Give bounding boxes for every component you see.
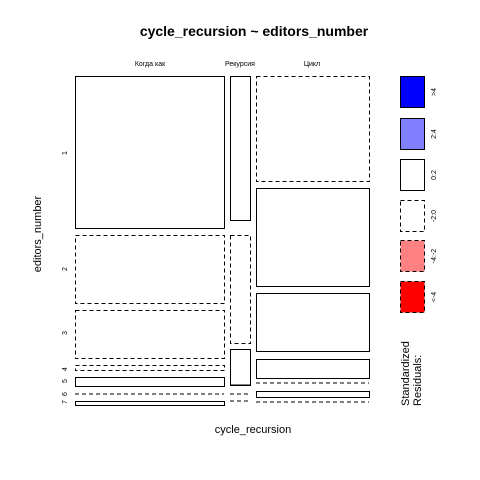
legend-swatch bbox=[400, 76, 425, 108]
legend-label: 2:4 bbox=[431, 129, 438, 139]
legend-title: Standardized Residuals: bbox=[400, 341, 424, 406]
row-label: 2 bbox=[62, 267, 69, 271]
row-tick-labels: 1 2 3 4 5 6 7 bbox=[62, 151, 69, 404]
legend-title-line: Standardized bbox=[400, 341, 412, 406]
mosaic-cell bbox=[230, 349, 251, 386]
column-label: Когда как bbox=[135, 61, 166, 68]
legend-swatch bbox=[400, 118, 425, 150]
mosaic-cell bbox=[75, 76, 225, 229]
mosaic-cell bbox=[256, 359, 370, 379]
column-label: Рекурсия bbox=[225, 61, 255, 68]
mosaic-cell bbox=[75, 235, 225, 304]
mosaic-cell bbox=[75, 310, 225, 359]
row-label: 1 bbox=[62, 151, 69, 155]
row-label: 3 bbox=[62, 331, 69, 335]
mosaic-cell bbox=[256, 188, 370, 287]
chart-title: cycle_recursion ~ editors_number bbox=[140, 23, 369, 39]
legend-swatch bbox=[400, 240, 425, 272]
mosaic-cell bbox=[256, 391, 370, 398]
row-label: 5 bbox=[62, 379, 69, 383]
mosaic-cell bbox=[230, 76, 251, 221]
legend-label: <-4 bbox=[431, 292, 438, 302]
legend-swatch bbox=[400, 281, 425, 313]
x-axis-label: cycle_recursion bbox=[215, 424, 291, 436]
legend-title-line: Residuals: bbox=[412, 355, 424, 406]
mosaic-cell bbox=[75, 377, 225, 387]
mosaic-cell bbox=[75, 401, 225, 406]
mosaic-cell bbox=[256, 76, 370, 182]
residuals-legend: >4 2:4 0:2 -2:0 -4:-2 <-4 bbox=[400, 76, 438, 313]
y-axis-label: editors_number bbox=[32, 195, 44, 272]
legend-label: >4 bbox=[431, 88, 438, 96]
column-label: Цикл bbox=[304, 61, 320, 68]
mosaic-cell bbox=[256, 293, 370, 352]
mosaic-cell bbox=[75, 365, 225, 371]
legend-swatch bbox=[400, 200, 425, 232]
legend-label: -4:-2 bbox=[431, 249, 438, 264]
row-label: 6 bbox=[62, 392, 69, 396]
column-tick-labels: Когда как Рекурсия Цикл bbox=[135, 61, 320, 68]
legend-swatch bbox=[400, 159, 425, 191]
mosaic-cells bbox=[75, 76, 370, 406]
mosaic-cell bbox=[230, 235, 251, 344]
legend-label: 0:2 bbox=[431, 170, 438, 180]
legend-label: -2:0 bbox=[431, 210, 438, 222]
row-label: 7 bbox=[62, 400, 69, 404]
row-label: 4 bbox=[62, 367, 69, 371]
